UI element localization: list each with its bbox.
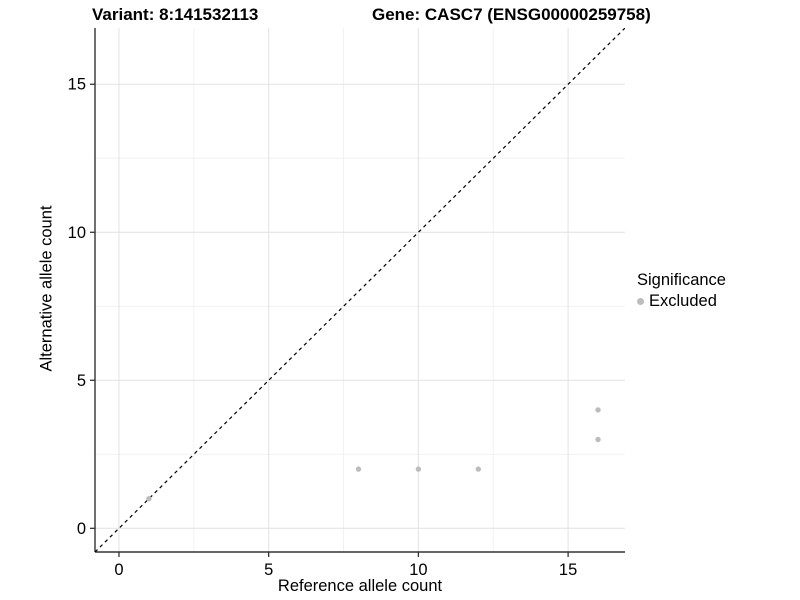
x-tick-label: 0 (114, 561, 123, 579)
axis-ticks (90, 83, 569, 557)
axis-lines (94, 28, 625, 553)
tick-labels: 0 5 10 15 0 5 10 15 (68, 76, 578, 579)
series-excluded (146, 407, 601, 502)
data-point (415, 466, 422, 472)
x-axis-label: Reference allele count (277, 577, 443, 595)
legend-title: Significance (637, 271, 726, 289)
y-tick-label: 5 (77, 372, 86, 390)
y-tick-label: 15 (68, 76, 86, 94)
data-point (475, 466, 481, 472)
legend-item-label: Excluded (649, 292, 717, 310)
x-tick-label: 5 (264, 561, 273, 579)
legend-point-icon (637, 298, 644, 305)
gridlines (95, 28, 625, 552)
legend: Significance Excluded (637, 271, 726, 311)
data-point (146, 496, 152, 502)
identity-reference-line (95, 28, 625, 552)
y-tick-label: 10 (68, 224, 86, 242)
x-tick-label: 10 (409, 561, 427, 579)
data-point (355, 466, 362, 472)
y-tick-label: 0 (77, 520, 86, 538)
x-tick-label: 15 (559, 561, 577, 579)
plot-title-variant: Variant: 8:141532113 (92, 5, 259, 24)
plot-title-gene: Gene: CASC7 (ENSG00000259758) (372, 5, 651, 24)
data-point (595, 436, 601, 443)
y-axis-label: Alternative allele count (37, 205, 56, 372)
data-point (595, 407, 601, 413)
legend-item-excluded: Excluded (637, 292, 726, 311)
